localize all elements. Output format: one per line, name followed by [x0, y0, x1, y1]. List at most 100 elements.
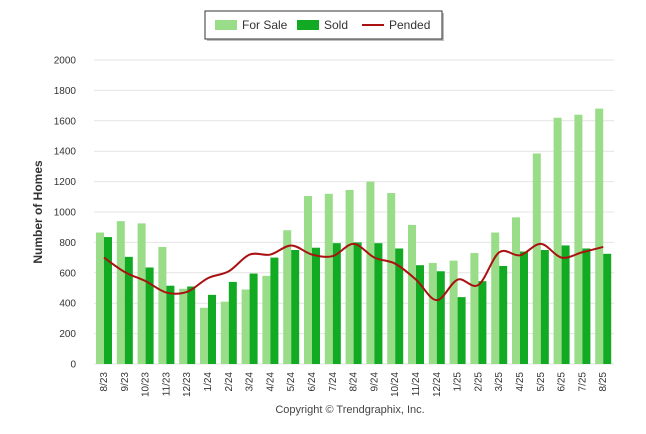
x-tick-label: 5/25: [536, 372, 547, 392]
bar-sold: [561, 245, 570, 364]
bar-for-sale: [428, 262, 437, 364]
legend-label-sold: Sold: [324, 18, 348, 32]
bar-sold: [416, 265, 424, 364]
bar-for-sale: [553, 117, 562, 364]
x-tick-label: 3/25: [494, 372, 505, 392]
bar-for-sale: [387, 193, 396, 364]
x-tick-label: 10/23: [141, 372, 152, 397]
x-tick-label: 12/23: [182, 372, 193, 397]
bar-for-sale: [512, 217, 520, 364]
bar-sold: [395, 248, 404, 364]
bar-sold: [436, 271, 445, 364]
bar-for-sale: [532, 153, 541, 364]
bar-sold: [499, 265, 508, 364]
bars: [96, 108, 612, 364]
bar-for-sale: [137, 223, 146, 364]
bar-for-sale: [345, 189, 354, 364]
bar-sold: [478, 281, 487, 364]
legend-swatch-sold: [297, 20, 319, 30]
x-tick-label: 8/24: [349, 372, 360, 392]
legend-label-for-sale: For Sale: [242, 18, 288, 32]
bar-for-sale: [408, 224, 416, 364]
y-tick-label: 1800: [54, 86, 77, 97]
bar-sold: [145, 267, 154, 364]
bar-for-sale: [324, 193, 333, 364]
y-tick-label: 1600: [54, 116, 77, 127]
x-tick-label: 2/24: [224, 372, 235, 392]
bar-for-sale: [283, 230, 292, 364]
line-pended: [103, 242, 604, 302]
bar-sold: [187, 286, 196, 364]
bar-for-sale: [304, 196, 312, 364]
x-tick-label: 9/23: [120, 372, 131, 392]
y-tick-label: 1200: [54, 177, 77, 188]
bar-sold: [457, 297, 466, 364]
y-tick-label: 0: [70, 360, 76, 371]
legend-swatch-for-sale: [215, 20, 237, 30]
bar-sold: [312, 247, 320, 364]
x-tick-label: 12/24: [432, 372, 443, 397]
bar-for-sale: [241, 289, 250, 364]
legend: For Sale Sold Pended: [204, 10, 444, 41]
pended-line: [103, 242, 604, 302]
bar-sold: [104, 237, 112, 364]
x-tick-label: 6/24: [307, 372, 318, 392]
bar-sold: [249, 273, 258, 364]
bar-for-sale: [595, 108, 604, 364]
x-tick-label: 11/24: [411, 372, 422, 397]
bar-for-sale: [200, 307, 208, 364]
y-tick-label: 1000: [54, 208, 77, 219]
x-tick-label: 6/25: [557, 372, 568, 392]
bar-sold: [208, 294, 216, 364]
bar-for-sale: [96, 232, 104, 364]
bar-for-sale: [366, 181, 375, 364]
bar-sold: [228, 281, 237, 364]
bar-sold: [603, 253, 612, 364]
y-tick-label: 600: [59, 268, 76, 279]
x-tick-label: 7/25: [577, 372, 588, 392]
legend-label-pended: Pended: [389, 18, 430, 32]
x-tick-label: 1/24: [203, 372, 214, 392]
y-tick-label: 200: [59, 329, 76, 340]
x-axis-ticks: 8/23 9/23 10/23 11/23 12/23 1/24 2/24 3/24 4/24 5…: [99, 372, 609, 397]
x-tick-label: 10/24: [390, 372, 401, 397]
bar-sold: [166, 285, 175, 364]
bar-sold: [332, 243, 341, 364]
copyright-text: Copyright © Trendgraphix, Inc.: [275, 404, 424, 416]
bar-sold: [270, 257, 279, 364]
bar-for-sale: [491, 232, 500, 364]
y-tick-label: 2000: [54, 56, 77, 67]
bar-sold: [124, 256, 133, 364]
x-tick-label: 11/23: [161, 372, 172, 397]
bar-sold: [582, 248, 591, 364]
bar-for-sale: [262, 275, 271, 364]
bar-for-sale: [179, 288, 188, 364]
x-tick-label: 8/23: [99, 372, 110, 392]
y-axis-label: Number of Homes: [31, 160, 45, 264]
bar-for-sale: [449, 260, 458, 364]
x-tick-label: 4/25: [515, 372, 526, 392]
bar-sold: [374, 243, 383, 364]
bar-sold: [353, 242, 362, 364]
x-tick-label: 3/24: [245, 372, 256, 392]
bar-for-sale: [574, 114, 583, 364]
x-tick-label: 7/24: [328, 372, 339, 392]
y-tick-label: 400: [59, 299, 76, 310]
y-tick-label: 800: [59, 238, 76, 249]
x-tick-label: 9/24: [369, 372, 380, 392]
bar-for-sale: [220, 301, 229, 364]
bar-sold: [291, 250, 300, 364]
x-tick-label: 2/25: [473, 372, 484, 392]
x-tick-label: 1/25: [453, 372, 464, 392]
x-tick-label: 8/25: [598, 372, 609, 392]
y-axis-ticks: 0 200 400 600 800 1000 1200 1400 1600 1800 2000: [54, 56, 77, 371]
bar-for-sale: [158, 246, 167, 364]
bar-for-sale: [116, 221, 125, 364]
bar-sold: [520, 251, 528, 364]
x-tick-label: 5/24: [286, 372, 297, 392]
legend-box: [204, 10, 443, 40]
x-tick-label: 4/24: [265, 372, 276, 392]
bar-for-sale: [470, 253, 479, 364]
bar-sold: [540, 250, 549, 364]
